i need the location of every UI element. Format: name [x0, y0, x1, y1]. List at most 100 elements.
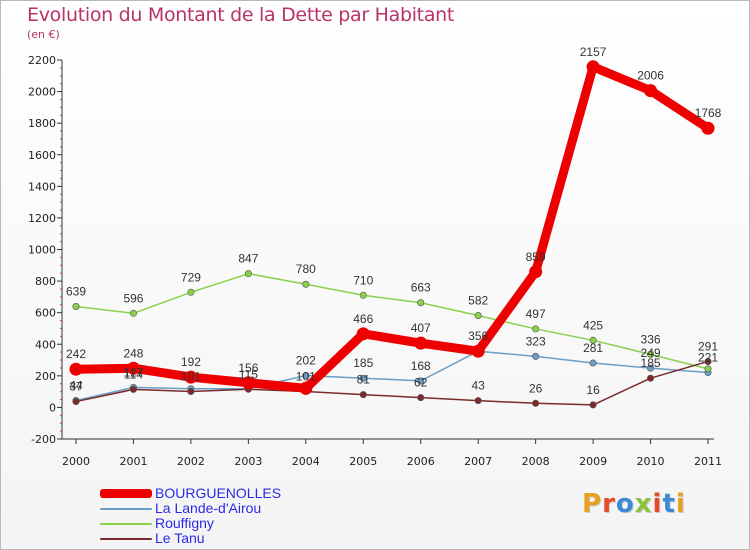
data-label: 859	[526, 250, 546, 264]
y-tick-label: 1000	[28, 244, 56, 257]
x-tick-label: 2001	[119, 455, 147, 468]
data-point	[69, 362, 83, 376]
data-label: 101	[296, 369, 316, 383]
y-tick-label: 1200	[28, 212, 56, 225]
y-tick-label: 600	[35, 307, 56, 320]
y-tick-label: 200	[35, 370, 56, 383]
data-point	[586, 60, 600, 74]
data-label: 249	[641, 346, 661, 360]
x-tick-label: 2004	[292, 455, 320, 468]
data-label: 156	[238, 361, 258, 375]
y-tick-label: 0	[49, 401, 56, 414]
data-label: 43	[472, 379, 486, 393]
series-line-0	[71, 62, 713, 393]
data-point	[187, 288, 195, 296]
series-line-3	[75, 360, 709, 406]
data-point	[704, 365, 712, 373]
data-label: 323	[526, 334, 546, 348]
series-layer	[69, 60, 715, 409]
data-label: 466	[353, 312, 373, 326]
legend-swatch	[100, 489, 152, 498]
legend-item: BOURGUENOLLES	[100, 485, 360, 501]
x-tick-label: 2010	[637, 455, 665, 468]
data-label: 37	[69, 380, 83, 394]
data-point	[72, 398, 80, 406]
data-label: 729	[181, 270, 201, 284]
logo-letter: i	[675, 489, 686, 519]
data-point	[359, 374, 367, 382]
data-point	[532, 399, 540, 407]
y-tick-label: -200	[31, 433, 56, 446]
legend-swatch	[100, 508, 152, 510]
data-label: 127	[123, 365, 143, 379]
legend-label: Rouffigny	[155, 515, 214, 531]
data-label: 596	[123, 291, 143, 305]
data-point	[184, 370, 198, 384]
data-label: 81	[357, 373, 371, 387]
data-point	[589, 401, 597, 409]
data-point	[241, 376, 255, 390]
x-tick-label: 2006	[407, 455, 435, 468]
data-point	[529, 265, 543, 279]
data-point	[647, 364, 655, 372]
data-label: 497	[526, 307, 546, 321]
data-label: 710	[353, 273, 373, 287]
data-point	[356, 327, 370, 341]
legend-item: La Lande-d'Airou	[100, 500, 360, 516]
data-label: 407	[411, 321, 431, 335]
x-tick-label: 2008	[522, 455, 550, 468]
series-line-1	[75, 350, 709, 402]
data-label: 202	[296, 354, 316, 368]
data-point	[647, 350, 655, 358]
data-label: 115	[239, 367, 258, 381]
line-chart: -200 0 200 400 600 800 1000 1200 1400 1600 1800 200…	[28, 45, 722, 468]
data-point	[302, 372, 310, 380]
data-point	[126, 361, 140, 375]
data-label: 582	[468, 294, 488, 308]
axes: -200 0 200 400 600 800 1000 1200 1400 1600 1800 200…	[28, 54, 722, 468]
data-point	[187, 387, 195, 395]
data-point	[72, 303, 80, 311]
data-label: 101	[181, 369, 201, 383]
proxiti-logo: Proxiti	[582, 489, 686, 519]
data-label: 847	[238, 252, 258, 266]
data-point	[244, 270, 252, 278]
data-label: 16	[586, 383, 600, 397]
data-label: 425	[583, 318, 603, 332]
data-label: 44	[69, 378, 83, 392]
legend-label: Le Tanu	[155, 530, 205, 546]
x-tick-label: 2003	[234, 455, 262, 468]
x-tick-label: 2011	[694, 455, 722, 468]
series-line-2	[75, 272, 709, 370]
logo-letter: i	[652, 489, 663, 519]
y-tick-label: 800	[35, 275, 56, 288]
data-label: 26	[529, 381, 543, 395]
data-point	[589, 359, 597, 367]
legend: BOURGUENOLLES La Lande-d'Airou Rouffigny Le…	[100, 485, 360, 546]
legend-swatch	[100, 538, 152, 540]
y-tick-label: 1400	[28, 180, 56, 193]
logo-letter: x	[634, 489, 653, 519]
data-label: 281	[583, 341, 603, 355]
data-point	[647, 374, 655, 382]
y-tick-label: 400	[35, 338, 56, 351]
data-label: 114	[124, 367, 143, 381]
data-label: 192	[181, 355, 201, 369]
data-point	[129, 309, 137, 317]
data-point	[471, 344, 485, 358]
data-point	[359, 291, 367, 299]
data-label: 62	[414, 376, 428, 390]
logo-letter: o	[615, 489, 635, 519]
legend-swatch	[100, 523, 152, 525]
data-label: 291	[698, 339, 718, 353]
y-tick-label: 1800	[28, 117, 56, 130]
data-point	[532, 325, 540, 333]
data-label: 248	[123, 346, 143, 360]
x-tick-label: 2000	[62, 455, 90, 468]
data-label: 242	[66, 347, 86, 361]
data-point	[532, 352, 540, 360]
logo-letter: r	[602, 489, 616, 519]
data-point	[701, 121, 715, 135]
data-label: 639	[66, 285, 86, 299]
